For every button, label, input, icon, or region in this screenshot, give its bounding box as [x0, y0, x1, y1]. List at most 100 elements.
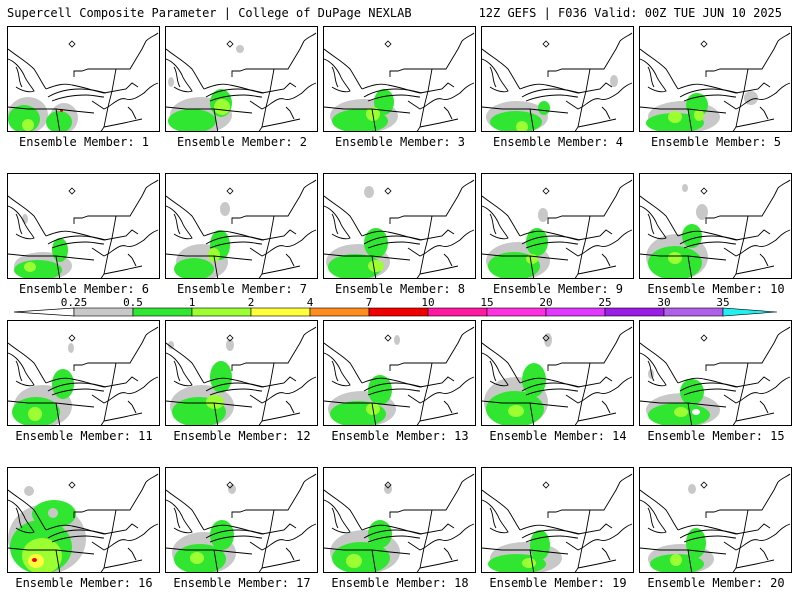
ensemble-member-map	[481, 467, 634, 573]
scp-contour-area	[22, 538, 62, 572]
legend-color-bin	[427, 307, 488, 317]
geographic-boundaries	[482, 32, 633, 131]
border-line	[581, 229, 633, 255]
border-line	[777, 326, 791, 336]
border-line	[205, 529, 265, 539]
geographic-boundaries	[8, 326, 159, 425]
scp-contour-area	[48, 508, 58, 518]
border-line	[265, 376, 317, 402]
border-line	[482, 352, 509, 387]
scp-field-map	[324, 473, 475, 572]
legend-tick-label: 1	[189, 296, 196, 309]
border-line	[547, 40, 621, 77]
border-line	[519, 83, 579, 94]
border-line	[647, 507, 655, 529]
border-line	[521, 235, 581, 245]
border-line	[107, 523, 159, 549]
scp-contour-area	[610, 75, 618, 87]
border-line	[574, 400, 583, 425]
legend-color-bin	[250, 307, 311, 317]
border-line	[107, 215, 117, 255]
border-line	[55, 402, 61, 425]
border-line	[389, 40, 463, 77]
border-line	[601, 547, 607, 553]
scp-contour-area	[32, 558, 37, 562]
border-line	[103, 229, 139, 241]
border-line	[619, 473, 633, 483]
border-line	[103, 265, 143, 275]
border-line	[91, 541, 109, 551]
border-line	[640, 499, 667, 534]
border-line	[735, 118, 775, 128]
border-line	[677, 83, 737, 94]
border-line	[285, 547, 291, 553]
island-outline	[384, 187, 392, 195]
scp-field-map	[324, 179, 475, 278]
border-line	[640, 205, 667, 240]
scp-contour-area	[220, 202, 230, 216]
border-line	[261, 229, 297, 241]
border-line	[51, 94, 105, 102]
border-line	[131, 551, 137, 561]
scp-contour-area	[22, 214, 28, 224]
scp-contour-area	[236, 45, 244, 53]
border-line	[265, 523, 317, 549]
border-line	[447, 257, 453, 267]
ensemble-member-map	[481, 173, 634, 279]
scp-contour-area	[522, 363, 546, 397]
border-line	[687, 402, 693, 425]
border-line	[8, 48, 47, 90]
border-line	[55, 549, 61, 572]
border-line	[732, 106, 741, 131]
border-line	[577, 376, 613, 388]
island-outline	[68, 187, 76, 195]
border-line	[529, 549, 535, 572]
border-line	[577, 229, 613, 241]
scp-contour-area	[668, 111, 682, 123]
border-line	[547, 187, 621, 224]
border-line	[461, 326, 475, 336]
border-line	[371, 255, 377, 278]
border-line	[763, 551, 769, 561]
border-line	[47, 235, 107, 245]
scp-contour-area	[206, 395, 224, 409]
border-line	[45, 230, 105, 241]
scp-contour-area	[24, 262, 36, 272]
border-line	[258, 400, 267, 425]
border-line	[723, 394, 741, 404]
border-line	[683, 94, 737, 102]
border-line	[145, 32, 159, 42]
border-line	[324, 352, 351, 387]
border-line	[363, 382, 423, 392]
border-line	[419, 229, 455, 241]
border-line	[265, 229, 317, 255]
border-line	[363, 88, 423, 98]
border-line	[419, 265, 459, 275]
geographic-boundaries	[166, 32, 317, 131]
ensemble-member-label: Ensemble Member: 10	[647, 282, 785, 296]
scp-contour-area	[190, 552, 204, 564]
border-line	[525, 94, 579, 102]
border-line	[529, 108, 535, 131]
border-line	[249, 100, 267, 110]
border-line	[289, 551, 295, 561]
border-line	[739, 362, 749, 402]
border-line	[647, 66, 655, 88]
border-line	[423, 509, 433, 549]
border-line	[565, 247, 583, 257]
border-line	[231, 481, 305, 518]
border-line	[261, 559, 301, 569]
ensemble-member-label: Ensemble Member: 6	[18, 282, 150, 296]
border-line	[605, 404, 611, 414]
scp-field-map	[640, 326, 791, 425]
border-line	[285, 106, 291, 112]
border-line	[166, 205, 193, 240]
ensemble-member-map	[323, 320, 476, 426]
border-line	[461, 179, 475, 189]
border-line	[565, 100, 583, 110]
scp-contour-area	[394, 335, 400, 345]
border-line	[601, 400, 607, 406]
border-line	[285, 400, 291, 406]
island-outline	[68, 481, 76, 489]
border-line	[581, 362, 591, 402]
